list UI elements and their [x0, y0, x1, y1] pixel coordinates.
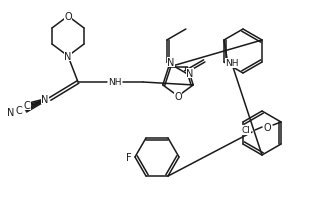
- Text: NH: NH: [225, 59, 239, 68]
- Text: N: N: [64, 52, 72, 62]
- Text: N: N: [186, 69, 193, 79]
- Text: N: N: [7, 107, 15, 117]
- Text: C: C: [24, 100, 30, 110]
- Text: NH: NH: [108, 78, 122, 87]
- Text: N: N: [41, 95, 49, 104]
- Text: O: O: [263, 122, 271, 132]
- Text: N: N: [167, 58, 175, 68]
- Text: F: F: [126, 152, 132, 162]
- Text: O: O: [174, 92, 182, 101]
- Text: O: O: [64, 12, 72, 22]
- Text: C: C: [16, 105, 22, 115]
- Text: Cl: Cl: [241, 126, 250, 135]
